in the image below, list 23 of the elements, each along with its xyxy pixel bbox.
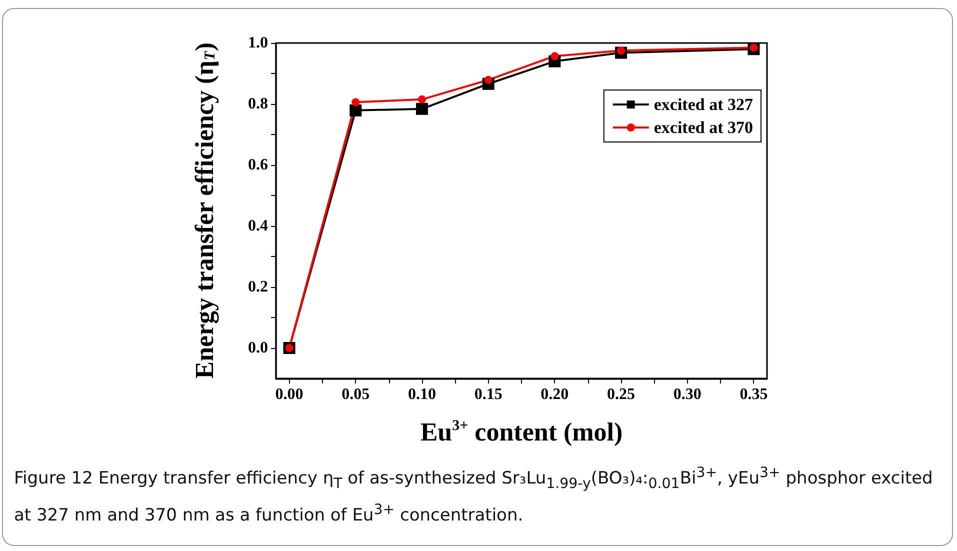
point — [352, 98, 360, 106]
point — [550, 52, 559, 60]
legend-label: excited at 370 — [654, 118, 754, 137]
x-tick-label: 0.20 — [540, 386, 569, 403]
point — [416, 102, 428, 115]
x-tick-label: 0.15 — [474, 386, 502, 403]
x-tick-label: 0.05 — [342, 386, 370, 403]
x-tick-label: 0.35 — [740, 386, 768, 403]
y-tick-label: 0.8 — [248, 96, 268, 112]
point — [350, 104, 362, 116]
x-tick-label: 0.30 — [673, 386, 702, 403]
x-tick-label: 0.25 — [607, 386, 636, 403]
x-tick-label: 0.00 — [275, 386, 304, 403]
legend-label: excited at 327 — [654, 95, 754, 114]
y-tick-label: 0.4 — [248, 218, 268, 234]
x-tick-label: 0.10 — [408, 386, 436, 403]
point — [418, 95, 426, 104]
y-tick-label: 0.6 — [248, 156, 268, 174]
y-axis-title: Energy transfer efficiency (ηT) — [190, 42, 219, 379]
text: Figure 12 Energy transfer efficiency η$_{T}$ of as-synthesized Sr₃Lu$_{1.99-y}$(BO₃)₄:$_{0.01}$Bi$^{3+}$, yEu$^{3+}$ phosphor excited at 327 nm and 370 nm as a function of Eu$^{3+}$ concentration. — [14, 465, 933, 526]
y-tick-label: 0.2 — [248, 278, 268, 296]
y-tick-label: 0.0 — [248, 340, 268, 356]
y-tick-label: 1.0 — [248, 34, 268, 52]
